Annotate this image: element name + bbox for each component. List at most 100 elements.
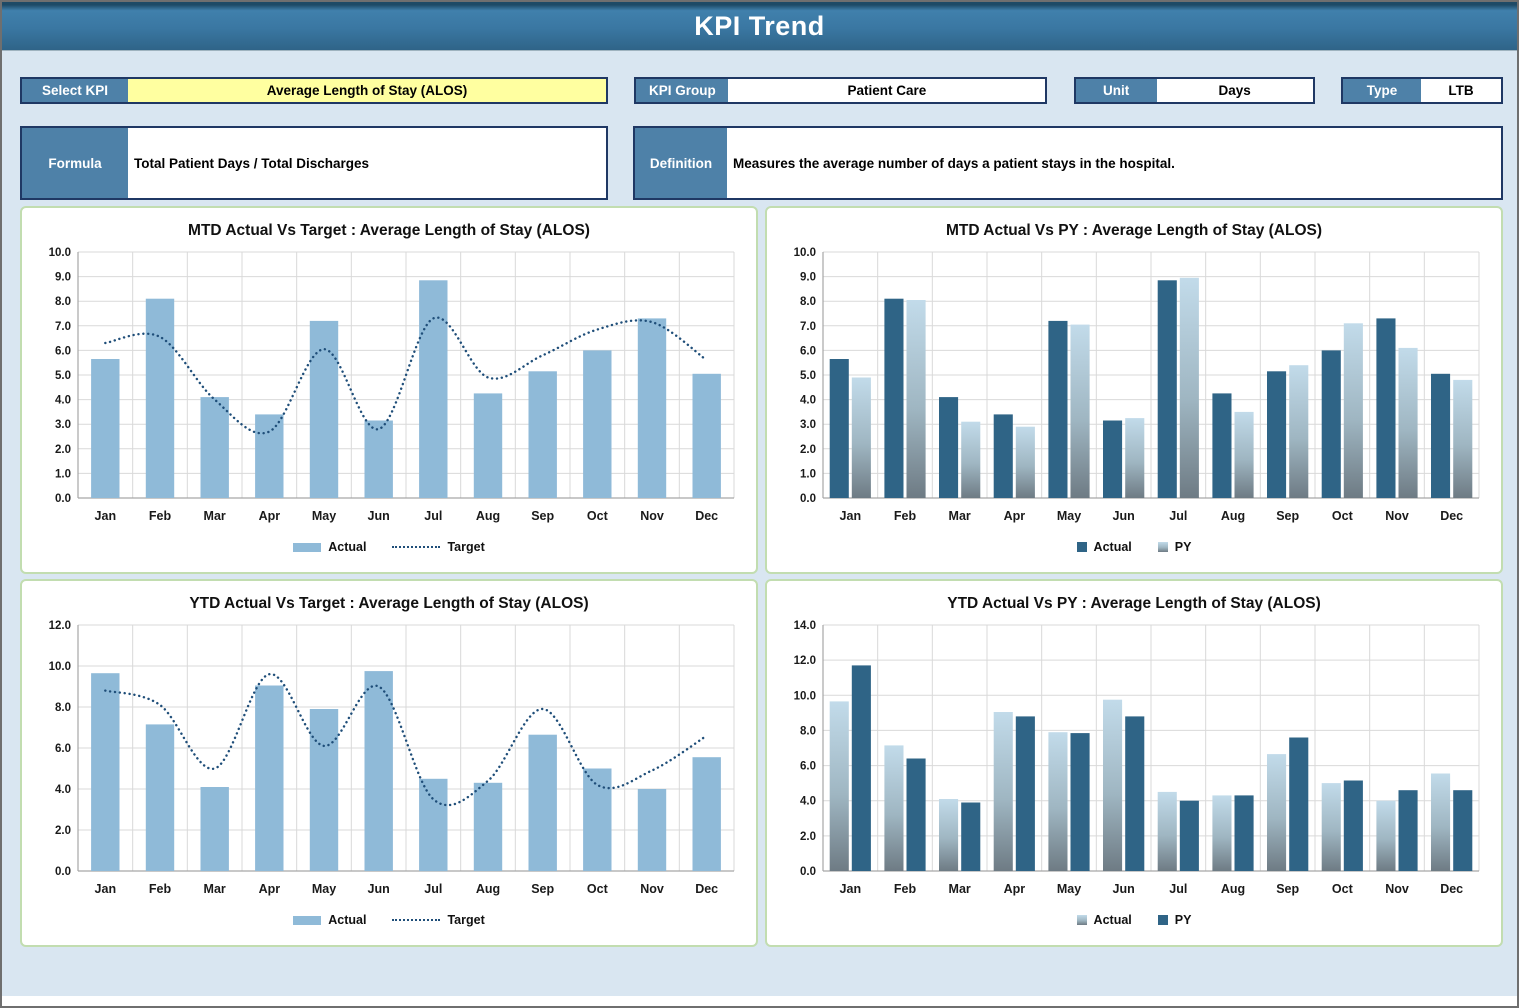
type-label: Type	[1342, 79, 1421, 102]
unit-value: Days	[1156, 79, 1313, 102]
y-tick-label: 1.0	[800, 468, 816, 480]
y-tick-label: 3.0	[800, 419, 816, 431]
x-tick-label: Aug	[1221, 509, 1245, 523]
legend-label: Actual	[1093, 540, 1132, 554]
y-tick-label: 7.0	[55, 321, 71, 333]
x-tick-label: Nov	[640, 882, 664, 896]
x-tick-label: Aug	[1221, 882, 1245, 896]
x-tick-label: Dec	[1440, 509, 1463, 523]
x-tick-label: Mar	[949, 509, 971, 523]
legend-swatch-py	[1157, 542, 1168, 552]
y-tick-label: 6.0	[800, 345, 816, 357]
x-tick-label: Nov	[1385, 882, 1409, 896]
dashboard-content: Select KPI Average Length of Stay (ALOS)…	[2, 51, 1517, 996]
legend-swatch-py	[1157, 915, 1168, 925]
ytd-actual-vs-target-plot: 0.0 2.0 4.0 6.0 8.0 10.0 12.0 Jan Feb Mar Apr May Ju…	[49, 620, 735, 896]
x-tick-label: May	[1057, 509, 1081, 523]
x-tick-label: Nov	[1385, 509, 1409, 523]
y-tick-label: 9.0	[55, 272, 71, 284]
y-tick-label: 8.0	[800, 296, 816, 308]
x-tick-label: Dec	[695, 509, 718, 523]
y-tick-label: 8.0	[800, 725, 816, 737]
chart-ytd-actual-vs-target: YTD Actual Vs Target : Average Length of…	[20, 579, 758, 947]
legend-label: PY	[1174, 540, 1192, 554]
x-tick-label: Dec	[1440, 882, 1463, 896]
x-tick-label: Jan	[840, 882, 862, 896]
unit-label: Unit	[1075, 79, 1157, 102]
chart-title: YTD Actual Vs PY : Average Length of Sta…	[947, 595, 1321, 612]
select-kpi-value[interactable]: Average Length of Stay (ALOS)	[128, 79, 606, 102]
x-tick-label: Jul	[1169, 882, 1187, 896]
chart-legend: Actual PY	[775, 905, 1493, 935]
x-tick-label: Mar	[204, 882, 226, 896]
y-tick-label: 10.0	[49, 661, 71, 673]
type-value: LTB	[1420, 79, 1501, 102]
x-tick-label: Nov	[640, 509, 664, 523]
y-tick-label: 6.0	[55, 743, 71, 755]
series-py-bars	[851, 277, 1473, 498]
y-tick-label: 4.0	[55, 784, 71, 796]
x-tick-label: Feb	[894, 509, 917, 523]
legend-swatch-target	[392, 546, 441, 548]
series-actual-bars	[829, 699, 1451, 871]
legend-label: Actual	[1093, 913, 1132, 927]
x-tick-label: Sep	[1276, 509, 1299, 523]
chart-legend: Actual Target	[30, 532, 748, 562]
y-tick-label: 0.0	[55, 493, 71, 505]
chart-legend: Actual Target	[30, 905, 748, 935]
series-py-bars	[851, 665, 1473, 871]
gridlines	[822, 251, 1480, 499]
series-actual-bars	[829, 280, 1451, 498]
chart-ytd-actual-vs-py: YTD Actual Vs PY : Average Length of Sta…	[765, 579, 1503, 947]
legend-item-actual: Actual	[1076, 913, 1132, 927]
x-tick-label: May	[1057, 882, 1081, 896]
x-tick-label: May	[312, 509, 336, 523]
legend-item-target: Target	[392, 913, 485, 927]
chart-title: YTD Actual Vs Target : Average Length of…	[189, 595, 589, 612]
x-tick-label: Jun	[1113, 509, 1135, 523]
x-tick-label: Feb	[149, 509, 172, 523]
x-tick-label: Oct	[587, 509, 609, 523]
y-tick-label: 0.0	[800, 866, 816, 878]
y-tick-label: 10.0	[794, 690, 816, 702]
legend-item-py: PY	[1157, 913, 1192, 927]
mtd-actual-vs-py-plot: 0.0 1.0 2.0 3.0 4.0 5.0 6.0 7.0 8.0 9.0 10.0 Jan Feb…	[794, 247, 1480, 523]
controls-row-1: Select KPI Average Length of Stay (ALOS)…	[20, 77, 1503, 104]
x-tick-label: Dec	[695, 882, 718, 896]
legend-item-target: Target	[392, 540, 485, 554]
x-tick-label: Jan	[95, 509, 117, 523]
y-tick-label: 0.0	[800, 493, 816, 505]
formula-control: Formula Total Patient Days / Total Disch…	[20, 126, 608, 200]
legend-label: PY	[1174, 913, 1192, 927]
y-tick-label: 9.0	[800, 272, 816, 284]
definition-label: Definition	[635, 128, 727, 198]
charts-grid: MTD Actual Vs Target : Average Length of…	[20, 206, 1503, 947]
y-tick-label: 1.0	[55, 468, 71, 480]
definition-control: Definition Measures the average number o…	[633, 126, 1503, 200]
gridlines	[77, 624, 735, 872]
y-tick-label: 8.0	[55, 296, 71, 308]
x-tick-label: Feb	[894, 882, 917, 896]
y-tick-label: 6.0	[800, 761, 816, 773]
legend-item-actual: Actual	[293, 913, 366, 927]
y-tick-label: 2.0	[55, 825, 71, 837]
y-tick-label: 4.0	[800, 796, 816, 808]
x-tick-label: Feb	[149, 882, 172, 896]
x-tick-label: May	[312, 882, 336, 896]
x-tick-label: Sep	[531, 509, 554, 523]
legend-label: Actual	[328, 913, 367, 927]
y-tick-label: 10.0	[49, 247, 71, 259]
y-tick-label: 6.0	[55, 345, 71, 357]
y-tick-label: 7.0	[800, 321, 816, 333]
select-kpi-label: Select KPI	[22, 79, 128, 102]
kpi-group-control: KPI Group Patient Care	[634, 77, 1048, 104]
legend-item-actual: Actual	[1076, 540, 1132, 554]
legend-swatch-actual	[1076, 915, 1087, 925]
legend-swatch-actual	[293, 542, 322, 552]
chart-title: MTD Actual Vs Target : Average Length of…	[188, 222, 590, 239]
formula-value: Total Patient Days / Total Discharges	[128, 128, 606, 198]
ytd-actual-vs-py-plot: 0.0 2.0 4.0 6.0 8.0 10.0 12.0 14.0 Jan Feb Mar Apr M…	[794, 620, 1480, 896]
x-tick-label: Jun	[1113, 882, 1135, 896]
unit-control: Unit Days	[1073, 77, 1315, 104]
y-tick-label: 5.0	[800, 370, 816, 382]
